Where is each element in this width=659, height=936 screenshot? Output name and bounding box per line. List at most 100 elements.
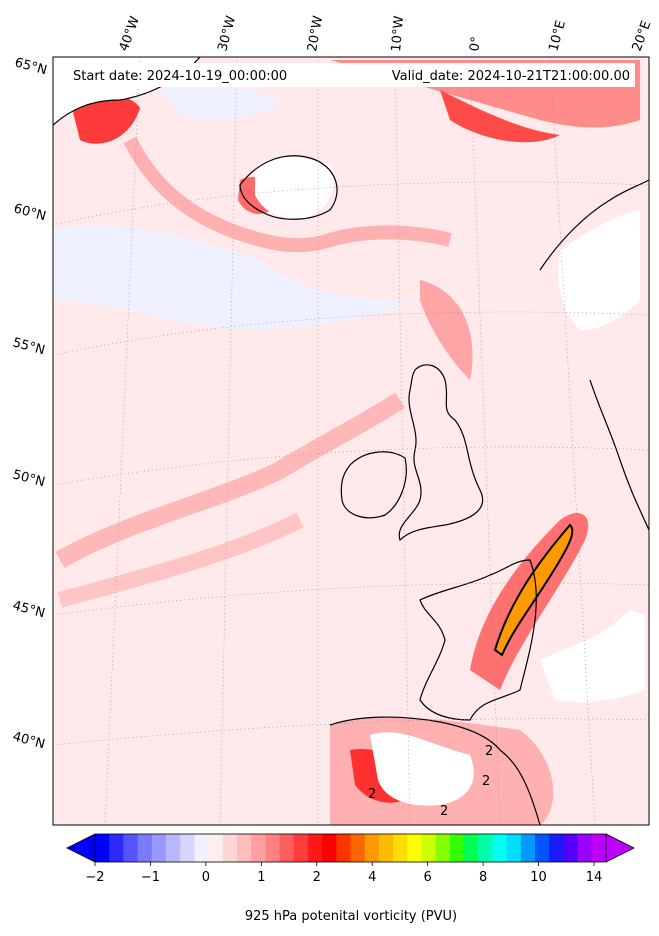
iceland-mask <box>255 157 334 219</box>
colorbar-cell <box>279 834 295 862</box>
graticule <box>53 57 649 825</box>
colorbar-tick-label: −1 <box>141 870 160 885</box>
pv-band-jet <box>123 136 452 253</box>
colorbar-cell <box>322 834 337 862</box>
lon-label-10w: 10°W <box>389 15 407 52</box>
colorbar-cell <box>464 834 479 862</box>
colorbar-over-triangle <box>606 834 634 862</box>
colorbar-cell <box>421 834 437 862</box>
contour-label-4: 2 <box>440 804 448 819</box>
latitude-labels: 65°N 60°N 55°N 50°N 45°N 40°N <box>11 55 49 752</box>
colorbar-under-outline <box>66 833 96 863</box>
contour-label-2: 2 <box>368 787 376 802</box>
coast-denmark-germany <box>589 379 649 531</box>
colorbar-cell <box>165 834 181 862</box>
coast-norway <box>539 179 649 271</box>
colorbar-cells <box>95 834 607 862</box>
colorbar-cell <box>123 834 139 862</box>
contour-labels: 2 2 2 2 <box>368 744 493 819</box>
colorbar-tick-label: 10 <box>530 870 547 885</box>
colorbar-tick-label: 2 <box>313 870 321 885</box>
valid-date-label: Valid_date: 2024-10-21T21:00:00.00 <box>392 69 630 84</box>
lat-label-50n: 50°N <box>11 467 47 490</box>
pv-north-sea-patch <box>420 280 473 380</box>
coast-iberia <box>329 716 541 825</box>
colorbar: −2 −1 0 1 2 4 6 8 10 14 925 hPa potenital vortici… <box>66 833 635 924</box>
colorbar-cell <box>293 834 309 862</box>
lon-label-20e: 20°E <box>630 19 655 54</box>
coast-france <box>419 559 537 721</box>
colorbar-cell <box>265 834 281 862</box>
colorbar-under-triangle <box>67 834 95 862</box>
colorbar-cell <box>251 834 266 862</box>
iberia-mask <box>370 732 474 806</box>
colorbar-frame <box>94 833 607 863</box>
lat-label-45n: 45°N <box>11 598 47 621</box>
pv-france-ridge-inner <box>493 523 574 657</box>
colorbar-cell <box>535 834 550 862</box>
longitude-labels: 40°W 30°W 20°W 10°W 0° 10°E 20°E <box>117 14 655 53</box>
colorbar-tick-label: 1 <box>257 870 265 885</box>
lon-label-30w: 30°W <box>215 14 239 53</box>
alps-mask <box>540 610 645 702</box>
pv-band-front <box>55 392 405 568</box>
colorbar-cell <box>378 834 394 862</box>
lat-label-55n: 55°N <box>11 335 47 358</box>
meridian-30w <box>219 57 238 825</box>
colorbar-cell <box>591 834 607 862</box>
colorbar-title: 925 hPa potenital vorticity (PVU) <box>245 909 457 924</box>
colorbar-cell <box>364 834 380 862</box>
lat-label-40n: 40°N <box>11 729 47 752</box>
lat-label-65n: 65°N <box>13 55 49 78</box>
negative-pv-region-north <box>160 84 280 120</box>
pv-north-band-2 <box>440 90 560 143</box>
meridian-10e <box>549 57 596 825</box>
coast-scotland-england <box>398 364 484 542</box>
colorbar-cell <box>449 834 465 862</box>
colorbar-over-outline <box>605 833 635 863</box>
coast-iceland <box>239 155 338 220</box>
meridian-40w <box>104 57 141 825</box>
colorbar-cell <box>563 834 579 862</box>
colorbar-cell <box>180 834 195 862</box>
map-panel: 2 2 2 2 Start date: 2024-10-19_00:00:00 … <box>53 57 649 825</box>
colorbar-cell <box>109 834 124 862</box>
colorbar-cell <box>435 834 451 862</box>
lon-label-10e: 10°E <box>546 19 569 53</box>
contour-label-1: 2 <box>485 744 493 759</box>
colorbar-tick-label: 8 <box>479 870 487 885</box>
colorbar-cell <box>137 834 153 862</box>
colorbar-cell <box>393 834 408 862</box>
colorbar-ticks: −2 −1 0 1 2 4 6 8 10 14 <box>85 862 602 885</box>
lat-label-60n: 60°N <box>12 201 48 224</box>
colorbar-cell <box>506 834 522 862</box>
colorbar-cell <box>208 834 224 862</box>
colorbar-cell <box>350 834 366 862</box>
colorbar-cell <box>95 834 110 862</box>
colorbar-cell <box>222 834 238 862</box>
start-date-label: Start date: 2024-10-19_00:00:00 <box>73 69 287 84</box>
lon-label-0: 0° <box>467 36 484 53</box>
parallel-55 <box>53 311 649 356</box>
lon-label-20w: 20°W <box>305 15 326 53</box>
colorbar-cell <box>407 834 423 862</box>
lon-label-40w: 40°W <box>117 14 143 53</box>
meridian-10w <box>394 57 411 825</box>
colorbar-tick-label: 4 <box>368 870 376 885</box>
colorbar-cell <box>492 834 508 862</box>
map-frame <box>52 56 650 826</box>
colorbar-cell <box>520 834 536 862</box>
colorbar-cell <box>151 834 167 862</box>
colorbar-cell <box>549 834 565 862</box>
pv-greenland-patch <box>70 93 140 144</box>
pv-band-front-south <box>57 512 304 608</box>
colorbar-cell <box>577 834 593 862</box>
colorbar-tick-label: −2 <box>85 870 104 885</box>
colorbar-cell <box>336 834 352 862</box>
colorbar-tick-label: 6 <box>424 870 432 885</box>
colorbar-cell <box>478 834 494 862</box>
parallel-50 <box>53 446 649 486</box>
colorbar-tick-label: 14 <box>586 870 603 885</box>
colorbar-cell <box>194 834 210 862</box>
